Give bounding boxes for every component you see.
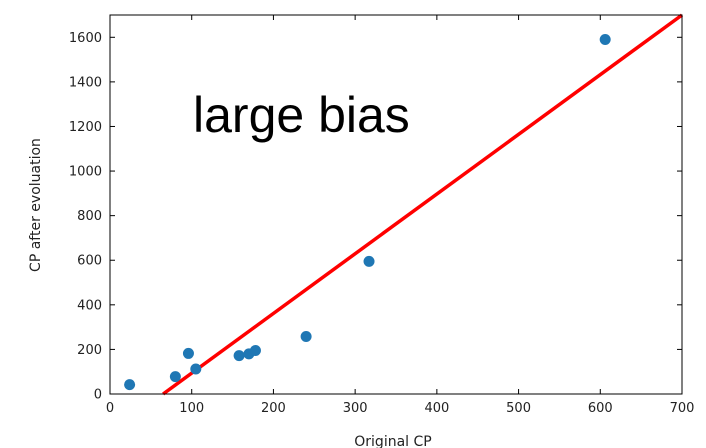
data-point bbox=[233, 350, 245, 362]
y-tick-label: 200 bbox=[77, 343, 102, 358]
y-tick-label: 800 bbox=[77, 209, 102, 224]
data-point bbox=[599, 34, 611, 46]
y-tick-label: 1400 bbox=[69, 75, 102, 90]
tick-labels: 0 100 200 300 400 500 600 700 0 200 400 600 800 1000 1… bbox=[69, 31, 695, 416]
y-tick-label: 1600 bbox=[69, 31, 102, 46]
x-tick-label: 500 bbox=[506, 401, 531, 416]
x-tick-label: 300 bbox=[343, 401, 368, 416]
x-axis-title: Original CP bbox=[354, 434, 431, 448]
data-points bbox=[124, 34, 611, 391]
x-tick-label: 200 bbox=[261, 401, 286, 416]
y-tick-label: 400 bbox=[77, 298, 102, 313]
axis-ticks bbox=[109, 15, 683, 395]
regression-line bbox=[162, 13, 684, 396]
annotation-large-bias: large bias bbox=[193, 87, 410, 143]
y-tick-label: 1000 bbox=[69, 165, 102, 180]
plot-frame bbox=[109, 14, 683, 395]
x-tick-label: 0 bbox=[106, 401, 114, 416]
y-axis-title: CP after evoluation bbox=[28, 138, 44, 272]
y-tick-label: 1200 bbox=[69, 120, 102, 135]
data-point bbox=[169, 371, 181, 383]
data-point bbox=[300, 330, 312, 342]
x-tick-label: 100 bbox=[179, 401, 204, 416]
y-tick-label: 0 bbox=[94, 388, 102, 403]
x-tick-label: 700 bbox=[670, 401, 695, 416]
data-point bbox=[182, 347, 194, 359]
data-point bbox=[363, 255, 375, 267]
x-tick-label: 600 bbox=[588, 401, 613, 416]
data-point bbox=[190, 363, 202, 375]
y-tick-label: 600 bbox=[77, 254, 102, 269]
x-tick-label: 400 bbox=[424, 401, 449, 416]
data-point bbox=[249, 345, 261, 357]
data-point bbox=[124, 379, 136, 391]
